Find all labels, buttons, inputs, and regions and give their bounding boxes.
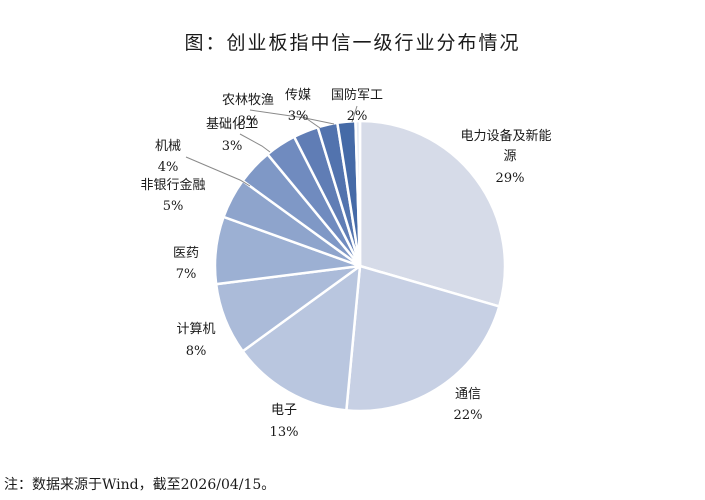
slice-label-name: 电子 bbox=[271, 403, 297, 418]
slice-label-name: 非银行金融 bbox=[140, 177, 205, 193]
slice-label-percent: 13% bbox=[270, 425, 299, 440]
slice-label-percent: 8% bbox=[186, 344, 207, 359]
leader-line bbox=[185, 156, 251, 187]
slice-label-percent: 22% bbox=[454, 408, 483, 423]
pie-slice bbox=[358, 119, 507, 309]
slice-label-name: 医药 bbox=[173, 246, 199, 261]
slice-label-percent: 3% bbox=[222, 139, 243, 154]
pie-slice bbox=[240, 263, 362, 412]
slice-label-name: 传媒 bbox=[285, 88, 311, 103]
pie-slices bbox=[213, 119, 507, 413]
slice-label-percent: 2% bbox=[347, 109, 368, 124]
slice-label-name: 基础化工 bbox=[206, 117, 258, 132]
slice-label-percent: 3% bbox=[238, 114, 259, 129]
source-note: 注：数据来源于Wind，截至2026/04/15。 bbox=[4, 477, 276, 493]
slice-label-percent: 3% bbox=[288, 109, 309, 124]
slice-label-percent: 7% bbox=[176, 267, 197, 282]
slice-label-percent: 5% bbox=[163, 199, 184, 214]
slice-label-name: 计算机 bbox=[176, 322, 215, 337]
leader-lines bbox=[185, 105, 358, 187]
slice-label-name: 电力设备及新能 bbox=[460, 128, 551, 144]
slice-label-name: 机械 bbox=[155, 139, 181, 154]
slice-label-name: 通信 bbox=[455, 387, 481, 402]
leader-line bbox=[249, 109, 335, 125]
slice-label-percent: 4% bbox=[158, 160, 179, 175]
slice-label-name: 源 bbox=[503, 149, 516, 164]
pie-slice bbox=[344, 264, 501, 413]
leader-line bbox=[299, 113, 321, 129]
chart-title: 图：创业板指中信一级行业分布情况 bbox=[184, 32, 521, 54]
leader-line bbox=[239, 133, 271, 153]
slice-label-name: 国防军工 bbox=[331, 87, 383, 103]
slice-label-percent: 29% bbox=[496, 171, 525, 186]
slice-label-name: 农林牧渔 bbox=[222, 93, 274, 108]
leader-line bbox=[351, 105, 358, 123]
pie-slice bbox=[354, 119, 362, 267]
